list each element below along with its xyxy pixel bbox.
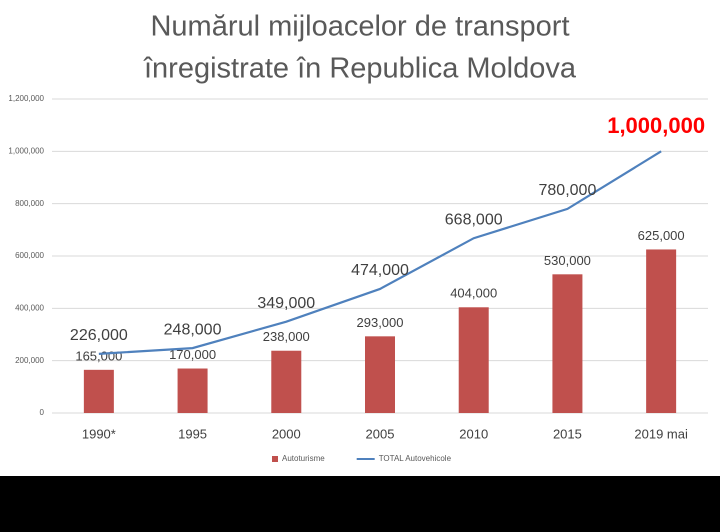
x-tick-label: 1990* xyxy=(82,426,116,441)
bar xyxy=(552,274,583,413)
bar-value-label: 165,000 xyxy=(75,348,122,363)
line-value-label: 226,000 xyxy=(70,327,128,344)
x-tick-label: 2010 xyxy=(459,426,488,441)
bar xyxy=(83,369,114,413)
y-tick-label: 800,000 xyxy=(15,199,44,208)
bar xyxy=(365,336,395,413)
x-tick-label: 2000 xyxy=(272,426,301,441)
y-tick-label: 1,000,000 xyxy=(8,146,44,155)
legend-label: Autoturisme xyxy=(282,454,325,463)
line-value-label: 349,000 xyxy=(257,295,315,312)
y-tick-label: 200,000 xyxy=(15,356,44,365)
bar-value-label: 404,000 xyxy=(450,286,497,301)
line xyxy=(98,150,662,355)
line-value-label: 780,000 xyxy=(539,182,597,199)
x-tick-label: 2005 xyxy=(366,426,395,441)
chart-title: Numărul mijloacelor de transport xyxy=(150,11,569,43)
y-tick-label: 600,000 xyxy=(15,251,44,260)
legend-swatch xyxy=(272,456,278,462)
bar xyxy=(646,249,677,413)
legend-label: TOTAL Autovehicole xyxy=(379,454,452,463)
x-tick-label: 1995 xyxy=(178,426,207,441)
bar-value-label: 170,000 xyxy=(169,347,216,362)
y-tick-label: 400,000 xyxy=(15,303,44,312)
x-tick-label: 2015 xyxy=(553,426,582,441)
line-value-label: 668,000 xyxy=(445,211,503,228)
bar xyxy=(271,350,302,413)
line-value-label: 474,000 xyxy=(351,262,409,279)
line-value-label: 1,000,000 xyxy=(607,113,705,138)
line-value-label: 248,000 xyxy=(164,321,222,338)
bar-value-label: 238,000 xyxy=(263,329,310,344)
bar-value-label: 625,000 xyxy=(638,228,685,243)
bar xyxy=(177,368,208,413)
chart-background xyxy=(0,0,720,476)
y-tick-label: 0 xyxy=(40,408,45,417)
x-tick-label: 2019 mai xyxy=(634,426,688,441)
y-tick-label: 1,200,000 xyxy=(8,94,44,103)
chart-title: înregistrate în Republica Moldova xyxy=(143,53,577,85)
bar-value-label: 293,000 xyxy=(357,315,404,330)
bar-value-label: 530,000 xyxy=(544,253,591,268)
bar xyxy=(458,307,489,413)
